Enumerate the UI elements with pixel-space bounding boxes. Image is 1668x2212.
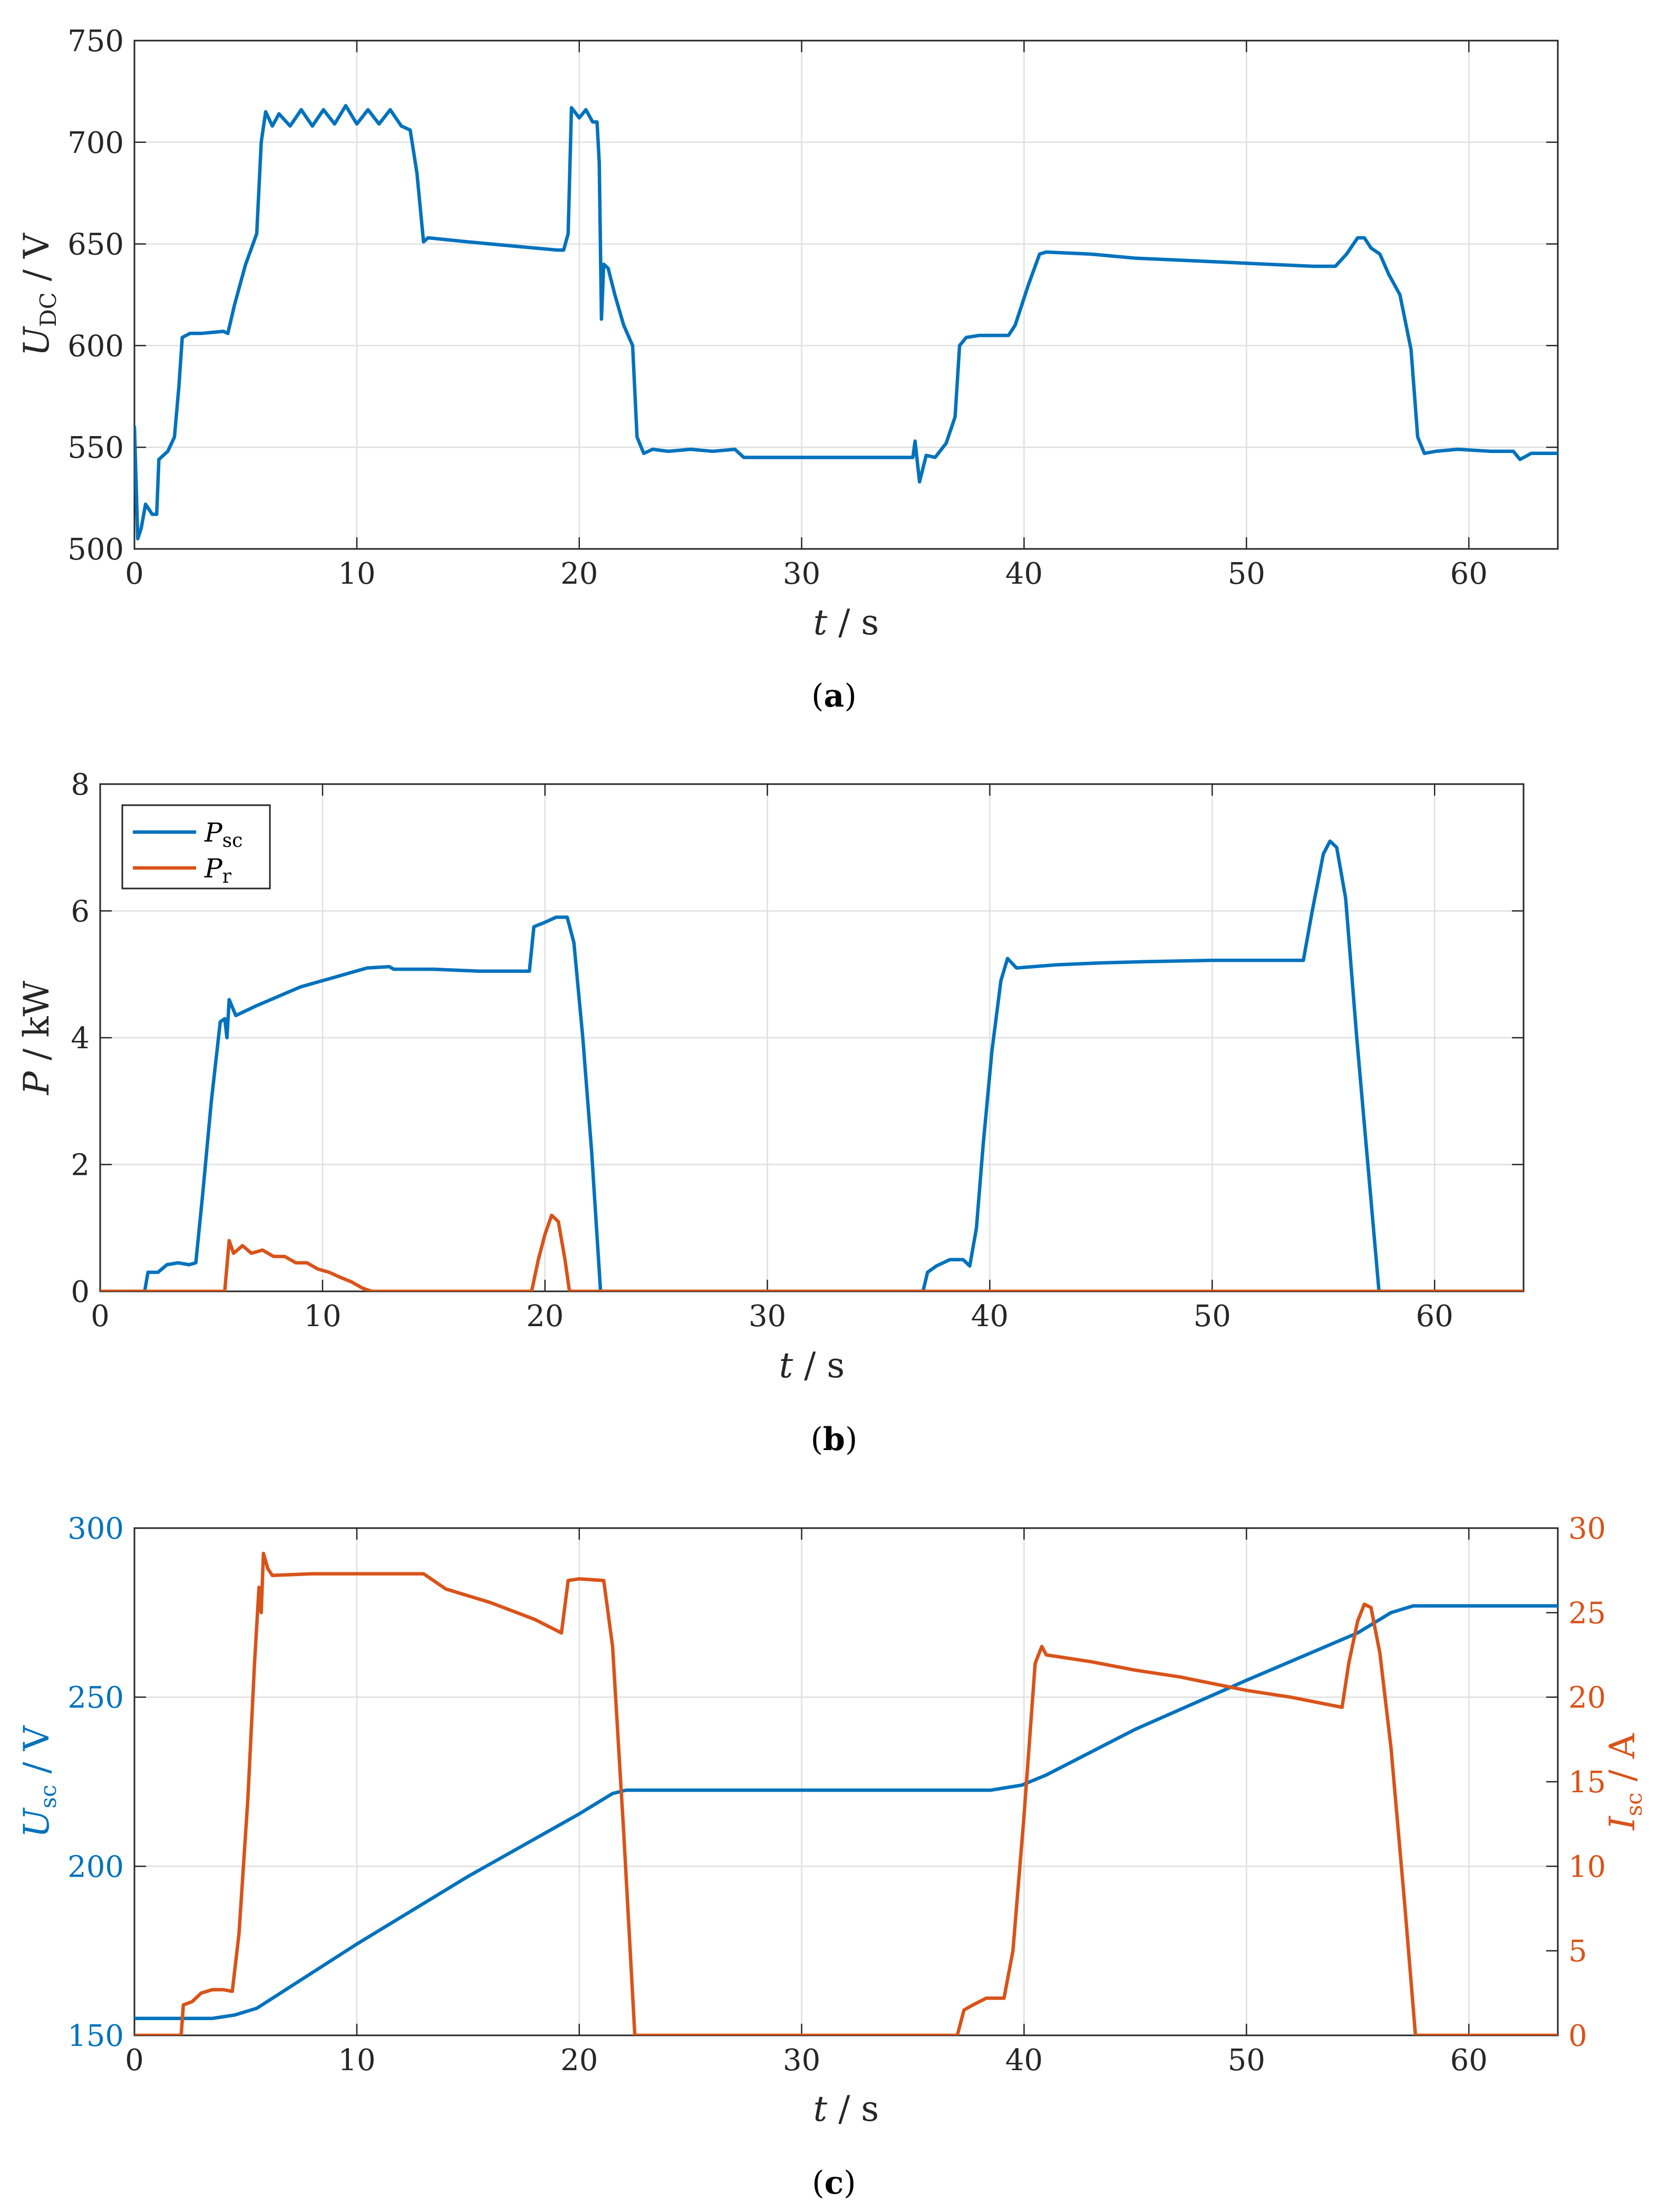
y-tick-label: 6 <box>71 895 90 929</box>
y-right-tick-label: 30 <box>1568 1512 1606 1546</box>
x-tick-label: 0 <box>125 2043 144 2078</box>
y-tick-label: 750 <box>67 24 124 59</box>
series-group <box>100 839 1524 1291</box>
series-u-dc <box>134 104 1558 540</box>
y-axis-label: UDC / V <box>16 233 61 356</box>
x-axis-label: t / s <box>813 602 879 643</box>
grid <box>134 1528 1558 2035</box>
x-tick-label: 40 <box>1005 2043 1043 2078</box>
y-axis-left-label: Usc / V <box>16 1725 61 1838</box>
y-tick-label: 4 <box>71 1021 90 1056</box>
y-tick-label: 550 <box>67 431 124 465</box>
caption-a: (a) <box>811 678 857 714</box>
x-tick-label: 40 <box>1005 557 1043 591</box>
y-tick-label: 650 <box>67 228 124 262</box>
x-tick-label: 50 <box>1228 557 1265 591</box>
tick-marks: 0 10 20 30 40 50 60 150 200 250 300 0 5 10 15 20 25 30 <box>67 1512 1606 2078</box>
x-axis-label: t / s <box>813 2089 879 2129</box>
grid <box>134 41 1558 549</box>
y-tick-label: 300 <box>67 1512 124 1546</box>
x-tick-label: 10 <box>338 557 375 591</box>
series-u-sc <box>134 1604 1558 2021</box>
series-group <box>134 1551 1558 2035</box>
x-tick-label: 10 <box>304 1299 341 1334</box>
x-tick-label: 30 <box>749 1299 786 1334</box>
tick-marks: 0 10 20 30 40 50 60 500 550 600 650 700 750 <box>67 24 1558 591</box>
y-axis-label: P / kW <box>16 981 57 1096</box>
x-tick-label: 30 <box>783 557 820 591</box>
tick-marks: 0 10 20 30 40 50 60 0 2 4 6 8 <box>71 768 1524 1334</box>
y-right-tick-label: 20 <box>1568 1681 1606 1715</box>
legend: Psc Pr <box>121 804 271 890</box>
y-right-tick-label: 10 <box>1568 1850 1606 1884</box>
x-tick-label: 0 <box>125 557 144 591</box>
axes-frame <box>133 1527 1559 2036</box>
x-tick-label: 50 <box>1194 1299 1231 1334</box>
x-tick-label: 50 <box>1228 2043 1265 2078</box>
y-right-tick-label: 15 <box>1568 1765 1606 1800</box>
x-tick-label: 20 <box>560 557 598 591</box>
series-p-r <box>100 1213 1524 1291</box>
y-tick-label: 500 <box>67 533 124 567</box>
y-tick-label: 200 <box>67 1850 124 1884</box>
y-tick-label: 8 <box>71 768 90 802</box>
caption-c: (c) <box>812 2165 856 2201</box>
panel-c-usc-isc: 0 10 20 30 40 50 60 150 200 250 300 0 5 10 15 20 25 30 Us… <box>16 1512 1647 2201</box>
x-tick-label: 20 <box>526 1299 564 1334</box>
y-tick-label: 0 <box>71 1275 90 1309</box>
y-right-tick-label: 0 <box>1568 2019 1587 2053</box>
x-tick-label: 30 <box>783 2043 820 2078</box>
y-tick-label: 150 <box>67 2019 124 2053</box>
panel-b-power: 0 10 20 30 40 50 60 0 2 4 6 8 P / kW t / s (b) Psc … <box>16 768 1525 1458</box>
axes-frame <box>133 40 1559 550</box>
y-tick-label: 2 <box>71 1148 90 1183</box>
series-p-sc <box>100 839 1524 1291</box>
y-tick-label: 600 <box>67 329 124 363</box>
x-tick-label: 60 <box>1450 557 1488 591</box>
y-tick-label: 700 <box>67 126 124 160</box>
grid <box>100 784 1524 1291</box>
x-tick-label: 10 <box>338 2043 375 2078</box>
legend-box <box>121 804 271 890</box>
x-tick-label: 60 <box>1450 2043 1488 2078</box>
x-tick-label: 60 <box>1416 1299 1453 1334</box>
y-right-tick-label: 5 <box>1568 1935 1587 1969</box>
x-tick-label: 40 <box>971 1299 1008 1334</box>
y-axis-right-label: Isc / A <box>1602 1733 1647 1830</box>
x-tick-label: 20 <box>560 2043 598 2078</box>
caption-b: (b) <box>811 1421 858 1458</box>
y-right-tick-label: 25 <box>1568 1596 1606 1630</box>
series-i-sc <box>134 1551 1558 2035</box>
x-axis-label: t / s <box>779 1345 845 1386</box>
series-group <box>134 104 1558 540</box>
x-tick-label: 0 <box>91 1299 110 1334</box>
y-tick-label: 250 <box>67 1681 124 1715</box>
